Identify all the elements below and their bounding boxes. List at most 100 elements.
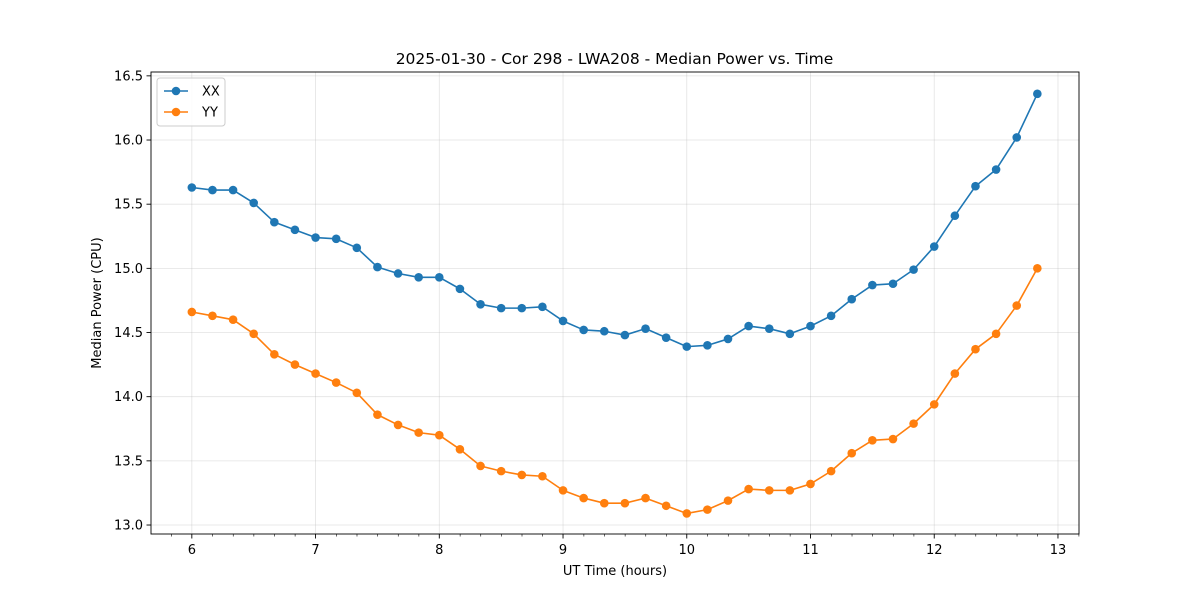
series-xx-point <box>1012 133 1022 142</box>
series-yy-point <box>744 484 753 494</box>
series-yy-point <box>393 420 403 430</box>
series-yy-point <box>806 479 815 489</box>
y-tick-label: 15.5 <box>114 198 143 213</box>
series-yy-point <box>414 428 423 437</box>
series-xx-point <box>496 303 506 313</box>
series-xx-point <box>393 269 403 278</box>
series-xx-point <box>538 302 547 312</box>
series-yy-point <box>950 369 960 378</box>
x-axis-label: UT Time (hours) <box>563 564 667 579</box>
chart-title: 2025-01-30 - Cor 298 - LWA208 - Median P… <box>396 50 834 68</box>
y-tick-label: 16.5 <box>114 69 143 84</box>
series-xx-point <box>558 316 568 326</box>
legend-yy-marker <box>171 107 181 117</box>
series-yy-point <box>723 496 733 505</box>
series-yy-point <box>311 369 320 378</box>
series-xx-point <box>228 185 238 195</box>
series-xx-point <box>785 329 795 339</box>
series-yy-point <box>249 329 258 339</box>
series-yy-point <box>929 400 939 409</box>
series-xx-point <box>723 334 733 344</box>
series-yy-point <box>270 350 279 359</box>
series-yy-point <box>496 466 506 476</box>
series-yy-point <box>641 493 650 503</box>
series-yy-point <box>991 329 1001 339</box>
series-xx-line <box>191 93 1039 348</box>
series-yy-point <box>971 344 980 354</box>
x-tick-label: 8 <box>435 543 443 558</box>
series-yy-point <box>888 434 898 444</box>
y-tick-label: 14.0 <box>114 390 143 405</box>
series-yy-point <box>826 466 836 476</box>
series-xx-point <box>249 198 258 208</box>
series-xx-point <box>991 165 1001 174</box>
series-xx-point <box>270 217 279 227</box>
x-tick-label: 10 <box>678 543 695 558</box>
series-yy-point <box>868 436 877 445</box>
series-yy-point <box>558 486 568 495</box>
series-yy-point <box>909 419 918 428</box>
grid-layer <box>151 72 1079 534</box>
plot-frame <box>150 71 1080 535</box>
legend-xx-marker <box>171 86 181 96</box>
series-xx-point <box>703 341 712 350</box>
series-yy-point <box>434 430 444 440</box>
series-yy-point <box>579 493 588 503</box>
series-layer <box>187 89 1042 518</box>
series-xx-point <box>476 299 485 309</box>
series-xx-point <box>661 333 671 342</box>
series-yy-point <box>599 498 609 508</box>
series-xx-point <box>950 211 960 221</box>
series-yy-point <box>517 470 527 480</box>
series-xx-point <box>868 280 877 290</box>
series-xx-point <box>806 321 815 331</box>
series-xx-point <box>599 326 609 336</box>
series-yy-point <box>764 486 774 495</box>
series-xx-point <box>909 265 918 274</box>
x-tick-label: 11 <box>802 543 819 558</box>
series-xx-point <box>331 234 341 244</box>
series-yy-point <box>703 505 712 514</box>
series-xx-point <box>208 185 217 195</box>
series-yy-point <box>331 378 341 387</box>
series-xx-point <box>826 311 836 321</box>
series-xx-point <box>929 242 939 251</box>
series-xx-point <box>888 279 898 289</box>
series-xx-point <box>352 243 362 253</box>
x-tick-label: 12 <box>926 543 943 558</box>
x-tick-label: 6 <box>188 543 196 558</box>
series-xx-point <box>290 225 300 235</box>
series-yy-point <box>187 307 197 317</box>
series-xx-point <box>414 273 423 282</box>
series-xx-point <box>620 330 630 340</box>
legend-yy-label: YY <box>201 106 218 121</box>
legend: XX YY <box>156 77 226 127</box>
axis-layer: 6 7 8 9 10 11 12 13 13.0 13.5 14.0 14.5 15.0 15.5 16.0… <box>114 69 1080 558</box>
series-xx-point <box>517 303 527 313</box>
y-tick-label: 16.0 <box>114 134 143 149</box>
series-yy-point <box>785 486 795 495</box>
series-yy-point <box>208 311 217 321</box>
legend-xx-label: XX <box>202 85 220 100</box>
series-yy-point <box>538 471 547 481</box>
series-xx-point <box>847 294 857 304</box>
x-tick-label: 7 <box>311 543 319 558</box>
series-xx-point <box>641 324 650 333</box>
series-yy-point <box>455 445 465 454</box>
series-xx-point <box>744 321 753 331</box>
series-yy-point <box>1012 301 1022 310</box>
series-xx-point <box>764 324 774 333</box>
y-tick-label: 13.5 <box>114 454 143 469</box>
series-yy-line <box>191 267 1039 515</box>
series-xx-point <box>579 325 588 335</box>
series-yy-point <box>682 509 692 518</box>
series-xx-point <box>434 273 444 282</box>
series-xx-point <box>311 233 320 242</box>
series-yy-point <box>373 410 382 419</box>
series-xx-point <box>187 183 197 192</box>
y-axis-label: Median Power (CPU) <box>90 237 105 368</box>
series-yy-point <box>228 315 238 324</box>
series-yy-point <box>661 501 671 511</box>
series-xx-point <box>682 342 692 351</box>
